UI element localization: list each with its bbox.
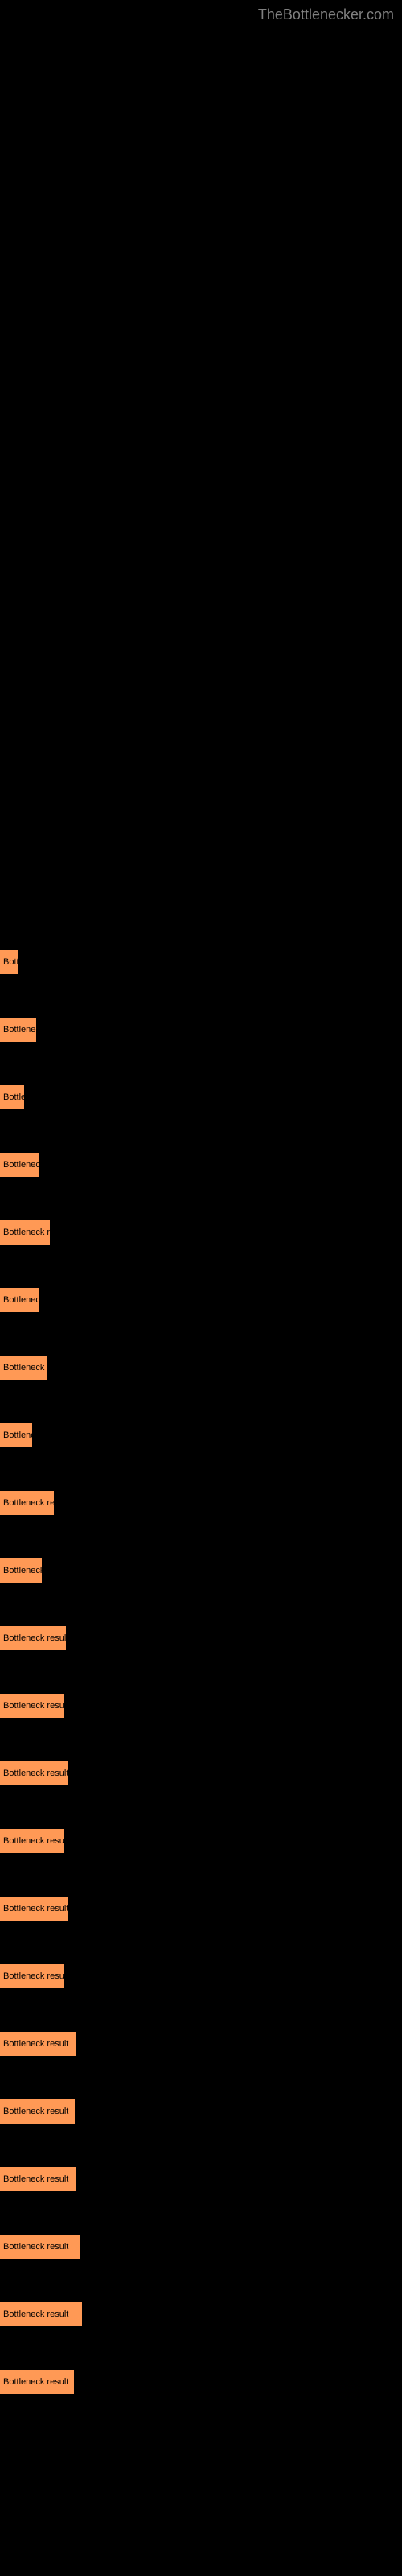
bar-row: Bottlene bbox=[0, 1423, 402, 1447]
bar: Bottleneck bbox=[0, 1558, 42, 1583]
bar: Bottleneck r bbox=[0, 1356, 47, 1380]
bar-row: Bottleneck r bbox=[0, 1356, 402, 1380]
bar: Bottleneck result bbox=[0, 2099, 75, 2124]
chart-container: Bott Bottlenec Bottle Bottleneck Bottlen… bbox=[0, 0, 402, 2470]
bar-row: Bottleneck result bbox=[0, 1761, 402, 1785]
bar: Bott bbox=[0, 950, 18, 974]
bar-row: Bottleneck result bbox=[0, 2302, 402, 2326]
bar-row: Bottleneck result bbox=[0, 2370, 402, 2394]
bar-row: Bottleneck re bbox=[0, 1220, 402, 1245]
bar-row: Bottleneck result bbox=[0, 2099, 402, 2124]
bar-row: Bottleneck result bbox=[0, 1964, 402, 1988]
bar: Bottleneck result bbox=[0, 1694, 64, 1718]
bar-row: Bottleneck bbox=[0, 1558, 402, 1583]
bar: Bottleneck result bbox=[0, 2032, 76, 2056]
bar: Bottleneck re bbox=[0, 1220, 50, 1245]
bar: Bottlene bbox=[0, 1423, 32, 1447]
bar: Bottleneck result bbox=[0, 1897, 68, 1921]
bar: Bottleneck result bbox=[0, 2370, 74, 2394]
bar-row: Bottleneck result bbox=[0, 2032, 402, 2056]
bar: Bottleneck bbox=[0, 1288, 39, 1312]
bar: Bottleneck result bbox=[0, 2167, 76, 2191]
bar: Bottleneck result bbox=[0, 2302, 82, 2326]
bar: Bottlenec bbox=[0, 1018, 36, 1042]
bar: Bottleneck result bbox=[0, 2235, 80, 2259]
bar-row: Bottleneck result bbox=[0, 2167, 402, 2191]
bar: Bottleneck result bbox=[0, 1829, 64, 1853]
bar-row: Bottleneck res bbox=[0, 1491, 402, 1515]
bar-row: Bottleneck bbox=[0, 1153, 402, 1177]
bar-row: Bottleneck result bbox=[0, 1626, 402, 1650]
bar-row: Bottlenec bbox=[0, 1018, 402, 1042]
bar: Bottleneck result bbox=[0, 1626, 66, 1650]
bar: Bottleneck res bbox=[0, 1491, 54, 1515]
bar-row: Bottleneck result bbox=[0, 1897, 402, 1921]
bar-row: Bottleneck bbox=[0, 1288, 402, 1312]
bar-row: Bottleneck result bbox=[0, 2235, 402, 2259]
watermark: TheBottlenecker.com bbox=[258, 6, 394, 23]
bar-row: Bottleneck result bbox=[0, 1694, 402, 1718]
bar-row: Bottleneck result bbox=[0, 1829, 402, 1853]
bar-row: Bottle bbox=[0, 1085, 402, 1109]
bar: Bottleneck result bbox=[0, 1964, 64, 1988]
bar-row: Bott bbox=[0, 950, 402, 974]
bar: Bottleneck bbox=[0, 1153, 39, 1177]
bar: Bottleneck result bbox=[0, 1761, 68, 1785]
bar: Bottle bbox=[0, 1085, 24, 1109]
